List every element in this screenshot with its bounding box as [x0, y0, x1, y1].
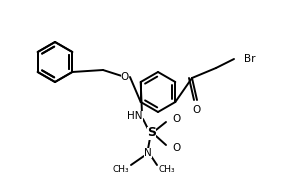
Text: Br: Br	[244, 54, 255, 64]
Text: S: S	[148, 127, 157, 139]
Text: N: N	[144, 148, 152, 158]
Text: HN: HN	[127, 111, 143, 121]
Text: O: O	[172, 114, 180, 124]
Text: CH₃: CH₃	[113, 166, 129, 174]
Text: O: O	[172, 143, 180, 153]
Text: CH₃: CH₃	[159, 166, 175, 174]
Text: O: O	[193, 105, 201, 115]
Text: O: O	[121, 72, 129, 82]
